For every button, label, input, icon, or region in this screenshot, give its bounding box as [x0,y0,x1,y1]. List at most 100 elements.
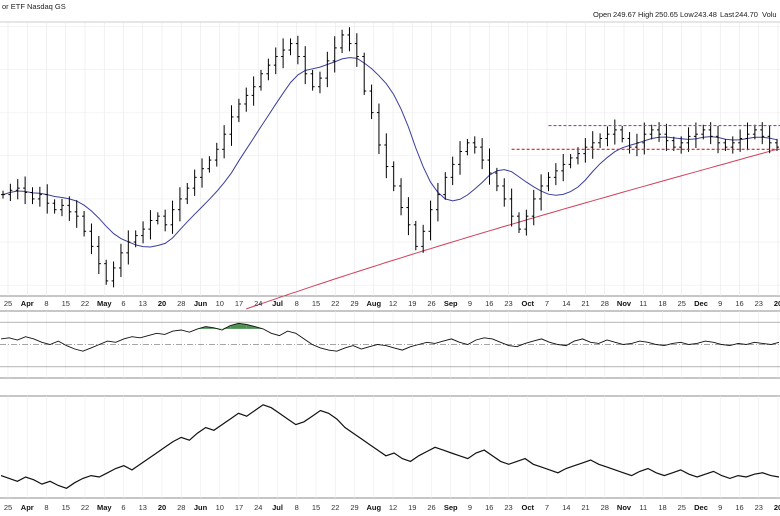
x-tick-label: 25 [678,503,686,512]
symbol-label: or ETF Nasdaq GS [2,2,66,11]
open-label: Open [593,10,611,19]
x-tick-label: 24 [254,299,262,308]
x-tick-label: 6 [121,299,125,308]
x-tick-label: 18 [658,503,666,512]
x-tick-label: 15 [312,503,320,512]
x-tick-label: 9 [718,299,722,308]
x-tick-label: 15 [62,503,70,512]
price-grid [0,22,780,378]
x-tick-label: 22 [81,299,89,308]
x-tick-label: 20 [158,503,166,512]
x-tick-label: 21 [581,299,589,308]
x-tick-label: 9 [468,503,472,512]
x-tick-label: Aug [366,503,381,512]
x-tick-label: Nov [617,299,632,308]
volume-label: Volu [762,10,777,19]
x-tick-label: 14 [562,503,570,512]
x-tick-label: Oct [521,299,534,308]
price-bars [1,27,779,288]
x-tick-label: 16 [735,503,743,512]
x-tick-label: 17 [235,503,243,512]
open-value: 249.67 [613,10,636,19]
x-tick-label: 19 [408,299,416,308]
x-tick-label: 20 [774,299,780,308]
x-tick-label: 29 [350,299,358,308]
x-tick-label: 23 [755,503,763,512]
x-tick-label: 25 [4,503,12,512]
x-tick-label: 25 [4,299,12,308]
x-tick-label: 8 [295,299,299,308]
lower-line [0,404,780,489]
last-value: 244.70 [735,10,758,19]
x-tick-label: 20 [158,299,166,308]
lower-grid [7,396,779,498]
ma50-series [2,57,778,248]
x-tick-label: 16 [485,503,493,512]
x-tick-label: Sep [444,299,458,308]
x-tick-label: Oct [521,503,534,512]
osc-overbought-fill [238,323,247,329]
x-tick-label: Dec [694,503,708,512]
x-tick-label: 10 [216,299,224,308]
lower-x-axis: 25 Apr 8 15 22 May 6 13 20 28 Jun 10 17 24 Jul 8 15 22 29 A… [4,503,780,512]
x-tick-label: Aug [366,299,381,308]
x-tick-label: 22 [331,299,339,308]
x-tick-label: Jun [194,299,208,308]
x-tick-label: Jul [272,503,283,512]
high-label: High [638,10,653,19]
x-tick-label: Sep [444,503,458,512]
x-tick-label: Apr [21,503,34,512]
x-tick-label: 16 [735,299,743,308]
x-tick-label: Nov [617,503,632,512]
x-tick-label: May [97,299,112,308]
x-tick-label: Dec [694,299,708,308]
osc-line [0,322,780,352]
x-tick-label: 9 [468,299,472,308]
x-tick-label: 28 [177,503,185,512]
lower-series [0,404,780,489]
x-tick-label: 19 [408,503,416,512]
x-tick-label: 25 [678,299,686,308]
x-tick-label: 10 [216,503,224,512]
x-tick-label: 13 [139,299,147,308]
oscillator-series [0,322,780,352]
x-tick-label: Jun [194,503,208,512]
x-tick-label: 8 [44,503,48,512]
x-tick-label: 16 [485,299,493,308]
x-tick-label: 15 [62,299,70,308]
low-label: Low [680,10,694,19]
x-tick-label: 23 [504,299,512,308]
price-x-axis: 25 Apr 8 15 22 May 6 13 20 28 Jun 10 17 24 Jul 8 15 22 29 A… [4,299,780,308]
x-tick-label: 26 [427,503,435,512]
x-tick-label: 21 [581,503,589,512]
x-tick-label: 20 [774,503,780,512]
x-tick-label: 8 [295,503,299,512]
x-tick-label: 7 [545,299,549,308]
x-tick-label: 28 [177,299,185,308]
x-tick-label: Apr [21,299,34,308]
x-tick-label: 15 [312,299,320,308]
x-tick-label: May [97,503,112,512]
x-tick-label: 23 [504,503,512,512]
x-tick-label: 9 [718,503,722,512]
x-tick-label: 28 [601,503,609,512]
x-tick-label: 11 [639,299,647,308]
x-tick-label: 12 [389,503,397,512]
low-value: 243.48 [694,10,717,19]
x-tick-label: 22 [331,503,339,512]
x-tick-label: 17 [235,299,243,308]
trend-lines [511,124,780,150]
osc-overbought-fill [230,323,239,329]
high-value: 250.65 [655,10,678,19]
osc-overbought-fill [222,325,231,329]
x-tick-label: 23 [755,299,763,308]
x-tick-label: 7 [545,503,549,512]
x-tick-label: 26 [427,299,435,308]
osc-overbought-fill [246,324,255,329]
oscillator-grid [0,321,780,368]
x-tick-label: 18 [658,299,666,308]
x-tick-label: 6 [121,503,125,512]
x-tick-label: 14 [562,299,570,308]
